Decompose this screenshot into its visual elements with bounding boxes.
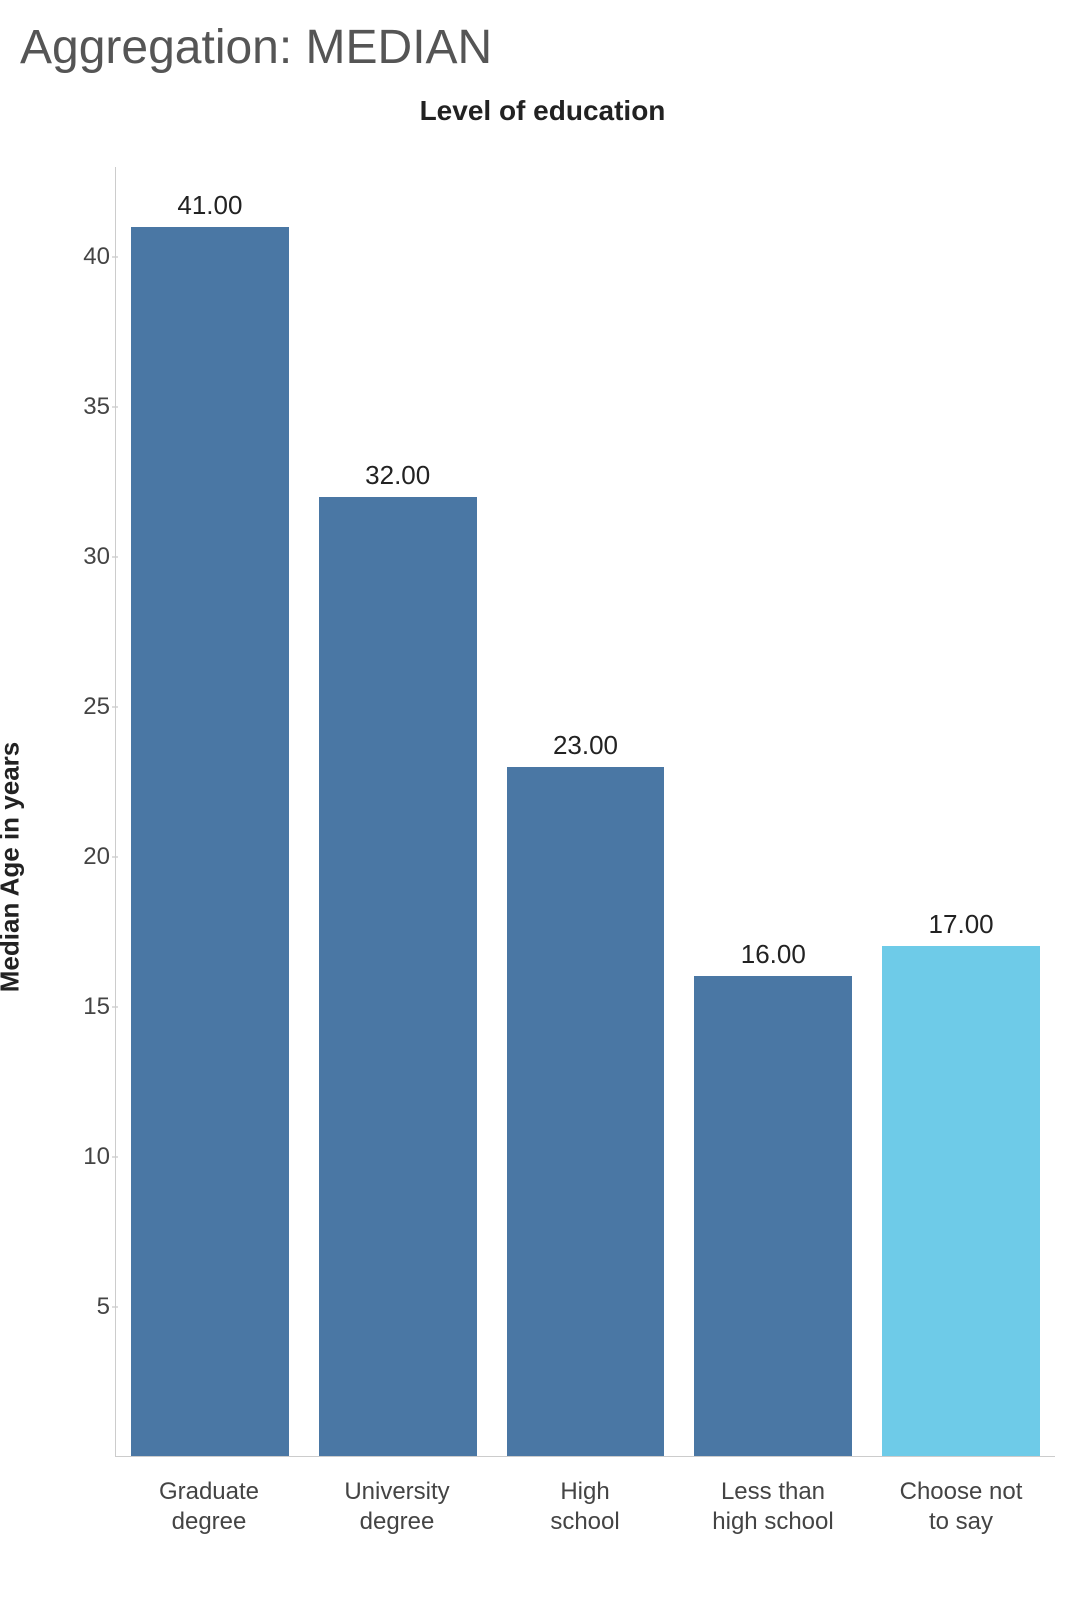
bar	[131, 227, 289, 1456]
x-axis-label: Universitydegree	[303, 1467, 491, 1577]
bar-value-label: 41.00	[177, 190, 242, 221]
x-axis-label: Highschool	[491, 1467, 679, 1577]
x-axis-label-line: Less than	[685, 1477, 861, 1507]
y-tick-label: 35	[60, 393, 110, 421]
x-axis-label-line: Choose not	[873, 1477, 1049, 1507]
page-title: Aggregation: MEDIAN	[20, 20, 1065, 75]
page: Aggregation: MEDIAN Level of education M…	[0, 0, 1085, 1600]
bar-slot: 41.00	[116, 167, 304, 1456]
bar-value-label: 16.00	[741, 939, 806, 970]
bar	[882, 946, 1040, 1456]
x-axis-label-line: degree	[309, 1507, 485, 1537]
x-axis-label-line: to say	[873, 1507, 1049, 1537]
y-tick-label: 15	[60, 993, 110, 1021]
x-axis-label: Graduatedegree	[115, 1467, 303, 1577]
x-axis-label-line: high school	[685, 1507, 861, 1537]
bar	[507, 767, 665, 1456]
x-labels: GraduatedegreeUniversitydegreeHighschool…	[115, 1467, 1055, 1577]
x-axis-label: Less thanhigh school	[679, 1467, 867, 1577]
y-tick-label: 10	[60, 1143, 110, 1171]
bar-slot: 16.00	[679, 167, 867, 1456]
plot-area: 510152025303540 41.0032.0023.0016.0017.0…	[115, 167, 1055, 1457]
bars-container: 41.00 32.00 23.00 16.00 17.00	[115, 167, 1055, 1457]
bar	[319, 497, 477, 1456]
y-tick-label: 20	[60, 843, 110, 871]
y-tick-label: 30	[60, 543, 110, 571]
chart-area: Median Age in years 510152025303540 41.0…	[20, 157, 1065, 1577]
bar-value-label: 32.00	[365, 460, 430, 491]
x-axis-label-line: High	[497, 1477, 673, 1507]
x-axis-label-line: school	[497, 1507, 673, 1537]
bar-slot: 23.00	[492, 167, 680, 1456]
x-axis-label-line: University	[309, 1477, 485, 1507]
y-ticks: 5 10 15 20 25 30 35 40	[60, 167, 110, 1457]
y-tick-label: 5	[60, 1293, 110, 1321]
y-axis-label: Median Age in years	[0, 742, 26, 992]
bar	[694, 976, 852, 1456]
y-tick-label: 25	[60, 693, 110, 721]
bar-value-label: 23.00	[553, 730, 618, 761]
bar-slot: 32.00	[304, 167, 492, 1456]
bar-slot: 17.00	[867, 167, 1055, 1456]
x-axis-label-line: Graduate	[121, 1477, 297, 1507]
y-tick-label: 40	[60, 243, 110, 271]
x-axis-label-line: degree	[121, 1507, 297, 1537]
bar-value-label: 17.00	[929, 909, 994, 940]
chart-title: Level of education	[20, 95, 1065, 127]
x-axis-label: Choose notto say	[867, 1467, 1055, 1577]
